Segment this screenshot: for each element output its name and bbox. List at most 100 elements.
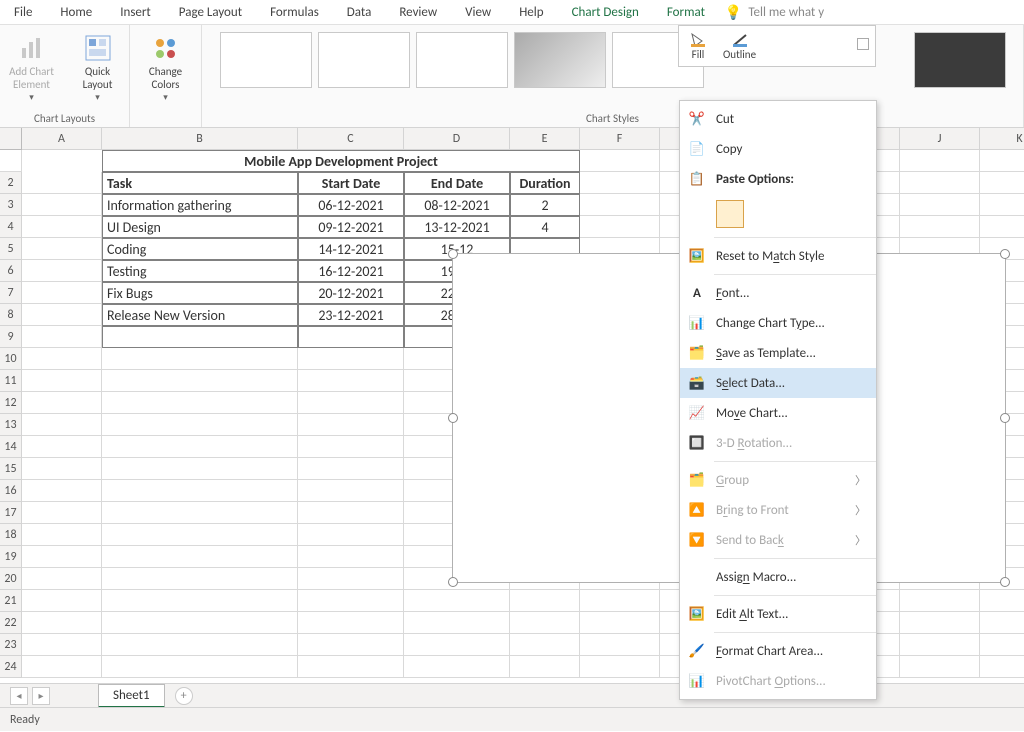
cell[interactable]: Fix Bugs <box>102 282 298 304</box>
cell[interactable] <box>980 150 1024 172</box>
cell[interactable] <box>900 216 980 238</box>
cell[interactable] <box>580 216 660 238</box>
cell[interactable] <box>22 436 102 458</box>
row-18[interactable]: 18 <box>0 524 22 546</box>
handle-bl[interactable] <box>448 577 458 587</box>
cell[interactable] <box>102 370 298 392</box>
ctx-move-chart[interactable]: 📈Move Chart... <box>680 398 876 428</box>
fill-button[interactable]: Fill <box>689 32 707 61</box>
ctx-alt-text[interactable]: 🖼️Edit Alt Text... <box>680 599 876 629</box>
cell[interactable] <box>580 590 660 612</box>
cell[interactable] <box>298 546 404 568</box>
cell[interactable] <box>580 634 660 656</box>
cell[interactable] <box>404 590 510 612</box>
cell[interactable] <box>22 458 102 480</box>
tab-format[interactable]: Format <box>653 1 719 24</box>
row-13[interactable]: 13 <box>0 414 22 436</box>
tab-page-layout[interactable]: Page Layout <box>165 1 256 24</box>
cell[interactable] <box>580 194 660 216</box>
tellme-text[interactable]: Tell me what y <box>748 5 824 20</box>
cell[interactable] <box>510 612 580 634</box>
col-A[interactable]: A <box>22 128 102 150</box>
cell[interactable] <box>298 326 404 348</box>
tab-formulas[interactable]: Formulas <box>256 1 333 24</box>
cell[interactable] <box>980 656 1024 678</box>
cell[interactable] <box>404 612 510 634</box>
col-D[interactable]: D <box>404 128 510 150</box>
style-dropdown[interactable] <box>857 38 869 50</box>
ctx-cut[interactable]: ✂️Cut <box>680 104 876 134</box>
tab-nav-prev[interactable]: ◂ <box>10 687 28 705</box>
cell[interactable] <box>22 480 102 502</box>
cell[interactable] <box>22 392 102 414</box>
ctx-save-template[interactable]: 🗂️Save as Template... <box>680 338 876 368</box>
row-14[interactable]: 14 <box>0 436 22 458</box>
ctx-copy[interactable]: 📄Copy <box>680 134 876 164</box>
cell[interactable] <box>980 634 1024 656</box>
cell[interactable] <box>298 502 404 524</box>
cell[interactable]: Release New Version <box>102 304 298 326</box>
cell[interactable] <box>22 216 102 238</box>
cell[interactable] <box>900 172 980 194</box>
cell[interactable] <box>102 436 298 458</box>
sheet-tab-1[interactable]: Sheet1 <box>98 684 165 708</box>
row-10[interactable]: 10 <box>0 348 22 370</box>
cell[interactable]: Information gathering <box>102 194 298 216</box>
cell[interactable] <box>580 612 660 634</box>
cell[interactable] <box>22 590 102 612</box>
row-24[interactable]: 24 <box>0 656 22 678</box>
select-all[interactable] <box>0 128 22 150</box>
cell[interactable] <box>298 436 404 458</box>
cell[interactable] <box>298 568 404 590</box>
cell[interactable]: 2 <box>510 194 580 216</box>
cell[interactable] <box>22 524 102 546</box>
row-22[interactable]: 22 <box>0 612 22 634</box>
tab-data[interactable]: Data <box>333 1 386 24</box>
row-8[interactable]: 8 <box>0 304 22 326</box>
cell[interactable] <box>298 524 404 546</box>
cell[interactable] <box>900 612 980 634</box>
cell[interactable] <box>510 590 580 612</box>
row-17[interactable]: 17 <box>0 502 22 524</box>
row-6[interactable]: 6 <box>0 260 22 282</box>
col-C[interactable]: C <box>298 128 404 150</box>
cell[interactable] <box>900 590 980 612</box>
cell[interactable] <box>510 634 580 656</box>
row-16[interactable]: 16 <box>0 480 22 502</box>
row-20[interactable]: 20 <box>0 568 22 590</box>
cell[interactable]: 4 <box>510 216 580 238</box>
ctx-change-chart-type[interactable]: 📊Change Chart Type... <box>680 308 876 338</box>
row-4[interactable]: 4 <box>0 216 22 238</box>
col-E[interactable]: E <box>510 128 580 150</box>
cell[interactable]: 20-12-2021 <box>298 282 404 304</box>
cell[interactable] <box>22 172 102 194</box>
ctx-assign-macro[interactable]: Assign Macro... <box>680 562 876 592</box>
cell[interactable] <box>22 304 102 326</box>
cell[interactable] <box>298 370 404 392</box>
cell[interactable] <box>298 656 404 678</box>
cell[interactable] <box>22 238 102 260</box>
cell[interactable]: Testing <box>102 260 298 282</box>
row-9[interactable]: 9 <box>0 326 22 348</box>
cell[interactable] <box>0 150 22 172</box>
tab-review[interactable]: Review <box>385 1 451 24</box>
col-F[interactable]: F <box>580 128 660 150</box>
col-B[interactable]: B <box>102 128 298 150</box>
row-3[interactable]: 3 <box>0 194 22 216</box>
cell[interactable]: 09-12-2021 <box>298 216 404 238</box>
cell[interactable] <box>298 392 404 414</box>
cell[interactable] <box>102 502 298 524</box>
ctx-reset-match-style[interactable]: 🖼️Reset to Match Style <box>680 241 876 271</box>
cell[interactable] <box>580 150 660 172</box>
cell[interactable] <box>22 656 102 678</box>
cell[interactable] <box>102 568 298 590</box>
cell[interactable] <box>22 260 102 282</box>
row-11[interactable]: 11 <box>0 370 22 392</box>
row-23[interactable]: 23 <box>0 634 22 656</box>
cell[interactable] <box>102 634 298 656</box>
cell[interactable] <box>510 656 580 678</box>
cell[interactable] <box>298 480 404 502</box>
handle-mr[interactable] <box>1000 413 1010 423</box>
cell[interactable] <box>102 458 298 480</box>
tab-nav-next[interactable]: ▸ <box>32 687 50 705</box>
